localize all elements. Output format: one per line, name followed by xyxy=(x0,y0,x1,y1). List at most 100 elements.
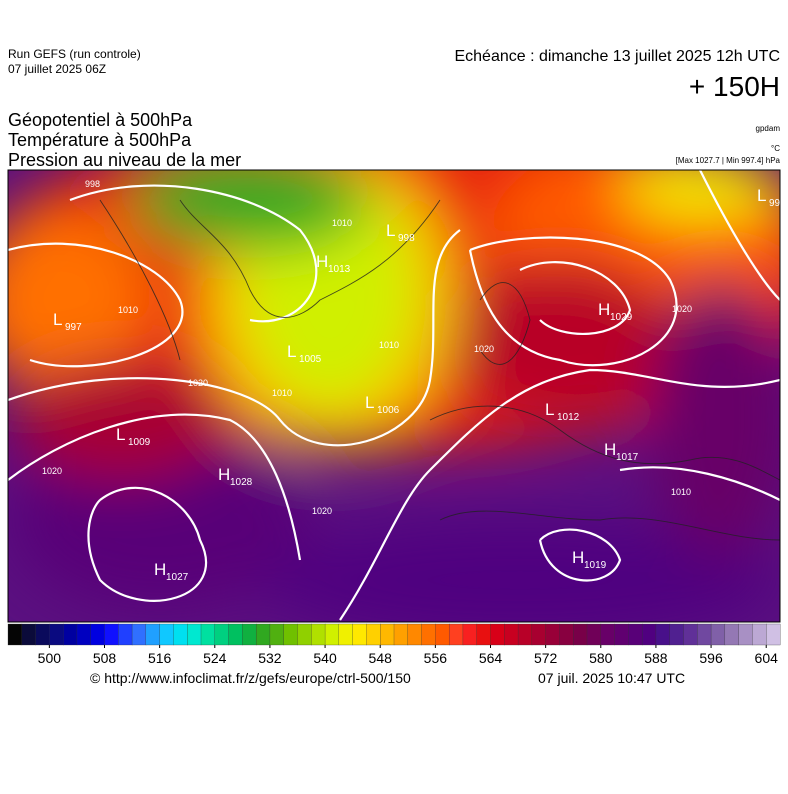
center-value: 1029 xyxy=(610,312,633,323)
pressure-center: L 1009 xyxy=(116,425,151,448)
center-value: 1017 xyxy=(616,452,639,463)
color-cell xyxy=(173,623,188,646)
pressure-center: L 998 xyxy=(386,221,415,244)
center-letter: L xyxy=(757,186,766,205)
center-letter: H xyxy=(218,465,230,484)
color-cell xyxy=(297,623,312,646)
color-cell xyxy=(655,623,671,646)
color-cell xyxy=(380,623,395,646)
color-cell xyxy=(752,623,767,646)
color-cell xyxy=(462,623,478,646)
color-cell xyxy=(573,623,588,646)
colorbar-label: 516 xyxy=(148,650,172,666)
colorbar: 500 508 516 524 532 540 548 556 564 572 580 588 596 6… xyxy=(7,623,781,666)
colorbar-label: 500 xyxy=(38,650,62,666)
pressure-center: H 1019 xyxy=(572,548,607,571)
map xyxy=(8,170,780,622)
color-cell xyxy=(187,623,202,646)
center-value: 1028 xyxy=(230,477,253,488)
source: © http://www.infoclimat.fr/z/gefs/europe… xyxy=(90,670,411,686)
pressure-center: H 1017 xyxy=(604,440,639,463)
color-cell xyxy=(76,623,92,646)
color-cell xyxy=(159,623,174,646)
color-cell xyxy=(242,623,257,646)
color-cell xyxy=(738,623,753,646)
isobar-label: 1020 xyxy=(188,378,208,388)
pressure-center: L 1012 xyxy=(545,400,580,423)
pressure-center: H 1028 xyxy=(218,465,253,488)
color-cell xyxy=(366,623,381,646)
colorbar-label: 604 xyxy=(755,650,779,666)
color-cell xyxy=(517,623,533,646)
color-cell xyxy=(766,623,781,646)
color-cell xyxy=(697,623,712,646)
color-cell xyxy=(62,623,78,646)
color-cell xyxy=(628,623,643,646)
color-cell xyxy=(214,623,230,646)
color-cell xyxy=(614,623,629,646)
generated: 07 juil. 2025 10:47 UTC xyxy=(538,670,685,686)
center-value: 997 xyxy=(769,198,786,209)
color-cell xyxy=(255,623,271,646)
lead-time: + 150H xyxy=(689,71,780,102)
center-letter: H xyxy=(572,548,584,567)
isobar-label: 1020 xyxy=(672,304,692,314)
colorbar-label: 580 xyxy=(589,650,613,666)
center-value: 1027 xyxy=(166,572,189,583)
isobar-label: 1010 xyxy=(118,305,138,315)
color-cell xyxy=(90,623,105,646)
run: Run GEFS (run controle) xyxy=(8,47,141,61)
center-value: 1009 xyxy=(128,437,151,448)
center-letter: H xyxy=(154,560,166,579)
color-cell xyxy=(641,623,657,646)
color-cell xyxy=(49,623,64,646)
center-value: 1006 xyxy=(377,405,400,416)
color-cell xyxy=(131,623,147,646)
pressure-center: H 1029 xyxy=(598,300,633,323)
color-cell xyxy=(545,623,560,646)
colorbar-label: 524 xyxy=(203,650,227,666)
colorbar-label: 556 xyxy=(424,650,448,666)
pressure-center: L 997 xyxy=(53,310,82,333)
title: Géopotentiel à 500hPa xyxy=(8,110,193,130)
color-cell xyxy=(7,623,23,646)
color-cell xyxy=(104,623,119,646)
color-cell xyxy=(118,623,133,646)
center-value: 997 xyxy=(65,322,82,333)
center-value: 1005 xyxy=(299,354,322,365)
color-cell xyxy=(559,623,574,646)
colorbar-label: 540 xyxy=(313,650,337,666)
isobar-label: 1020 xyxy=(312,506,332,516)
center-letter: L xyxy=(287,342,296,361)
color-cell xyxy=(421,623,436,646)
color-cell xyxy=(407,623,423,646)
color-cell xyxy=(283,623,298,646)
colorbar-label: 588 xyxy=(644,650,668,666)
unit: °C xyxy=(771,144,780,153)
pressure-center: L 1005 xyxy=(287,342,322,365)
pressure-center: L 1006 xyxy=(365,393,400,416)
color-cell xyxy=(145,623,161,646)
title: Température à 500hPa xyxy=(8,130,192,150)
colorbar-label: 572 xyxy=(534,650,558,666)
colorbar-label: 532 xyxy=(258,650,282,666)
center-letter: L xyxy=(53,310,62,329)
color-cell xyxy=(21,623,37,646)
title: Pression au niveau de la mer xyxy=(8,150,241,170)
isobar-label: 1020 xyxy=(474,344,494,354)
center-letter: H xyxy=(598,300,610,319)
color-cell xyxy=(352,623,367,646)
color-cell xyxy=(35,623,50,646)
color-cell xyxy=(531,623,547,646)
colorbar-label: 596 xyxy=(699,650,723,666)
map-frame xyxy=(7,169,781,623)
center-letter: L xyxy=(545,400,554,419)
color-cell xyxy=(338,623,354,646)
center-letter: H xyxy=(604,440,616,459)
center-value: 1012 xyxy=(557,412,580,423)
isobar-label: 1010 xyxy=(332,218,352,228)
color-cell xyxy=(311,623,326,646)
color-cell xyxy=(586,623,602,646)
isobar-label: 1010 xyxy=(379,340,399,350)
